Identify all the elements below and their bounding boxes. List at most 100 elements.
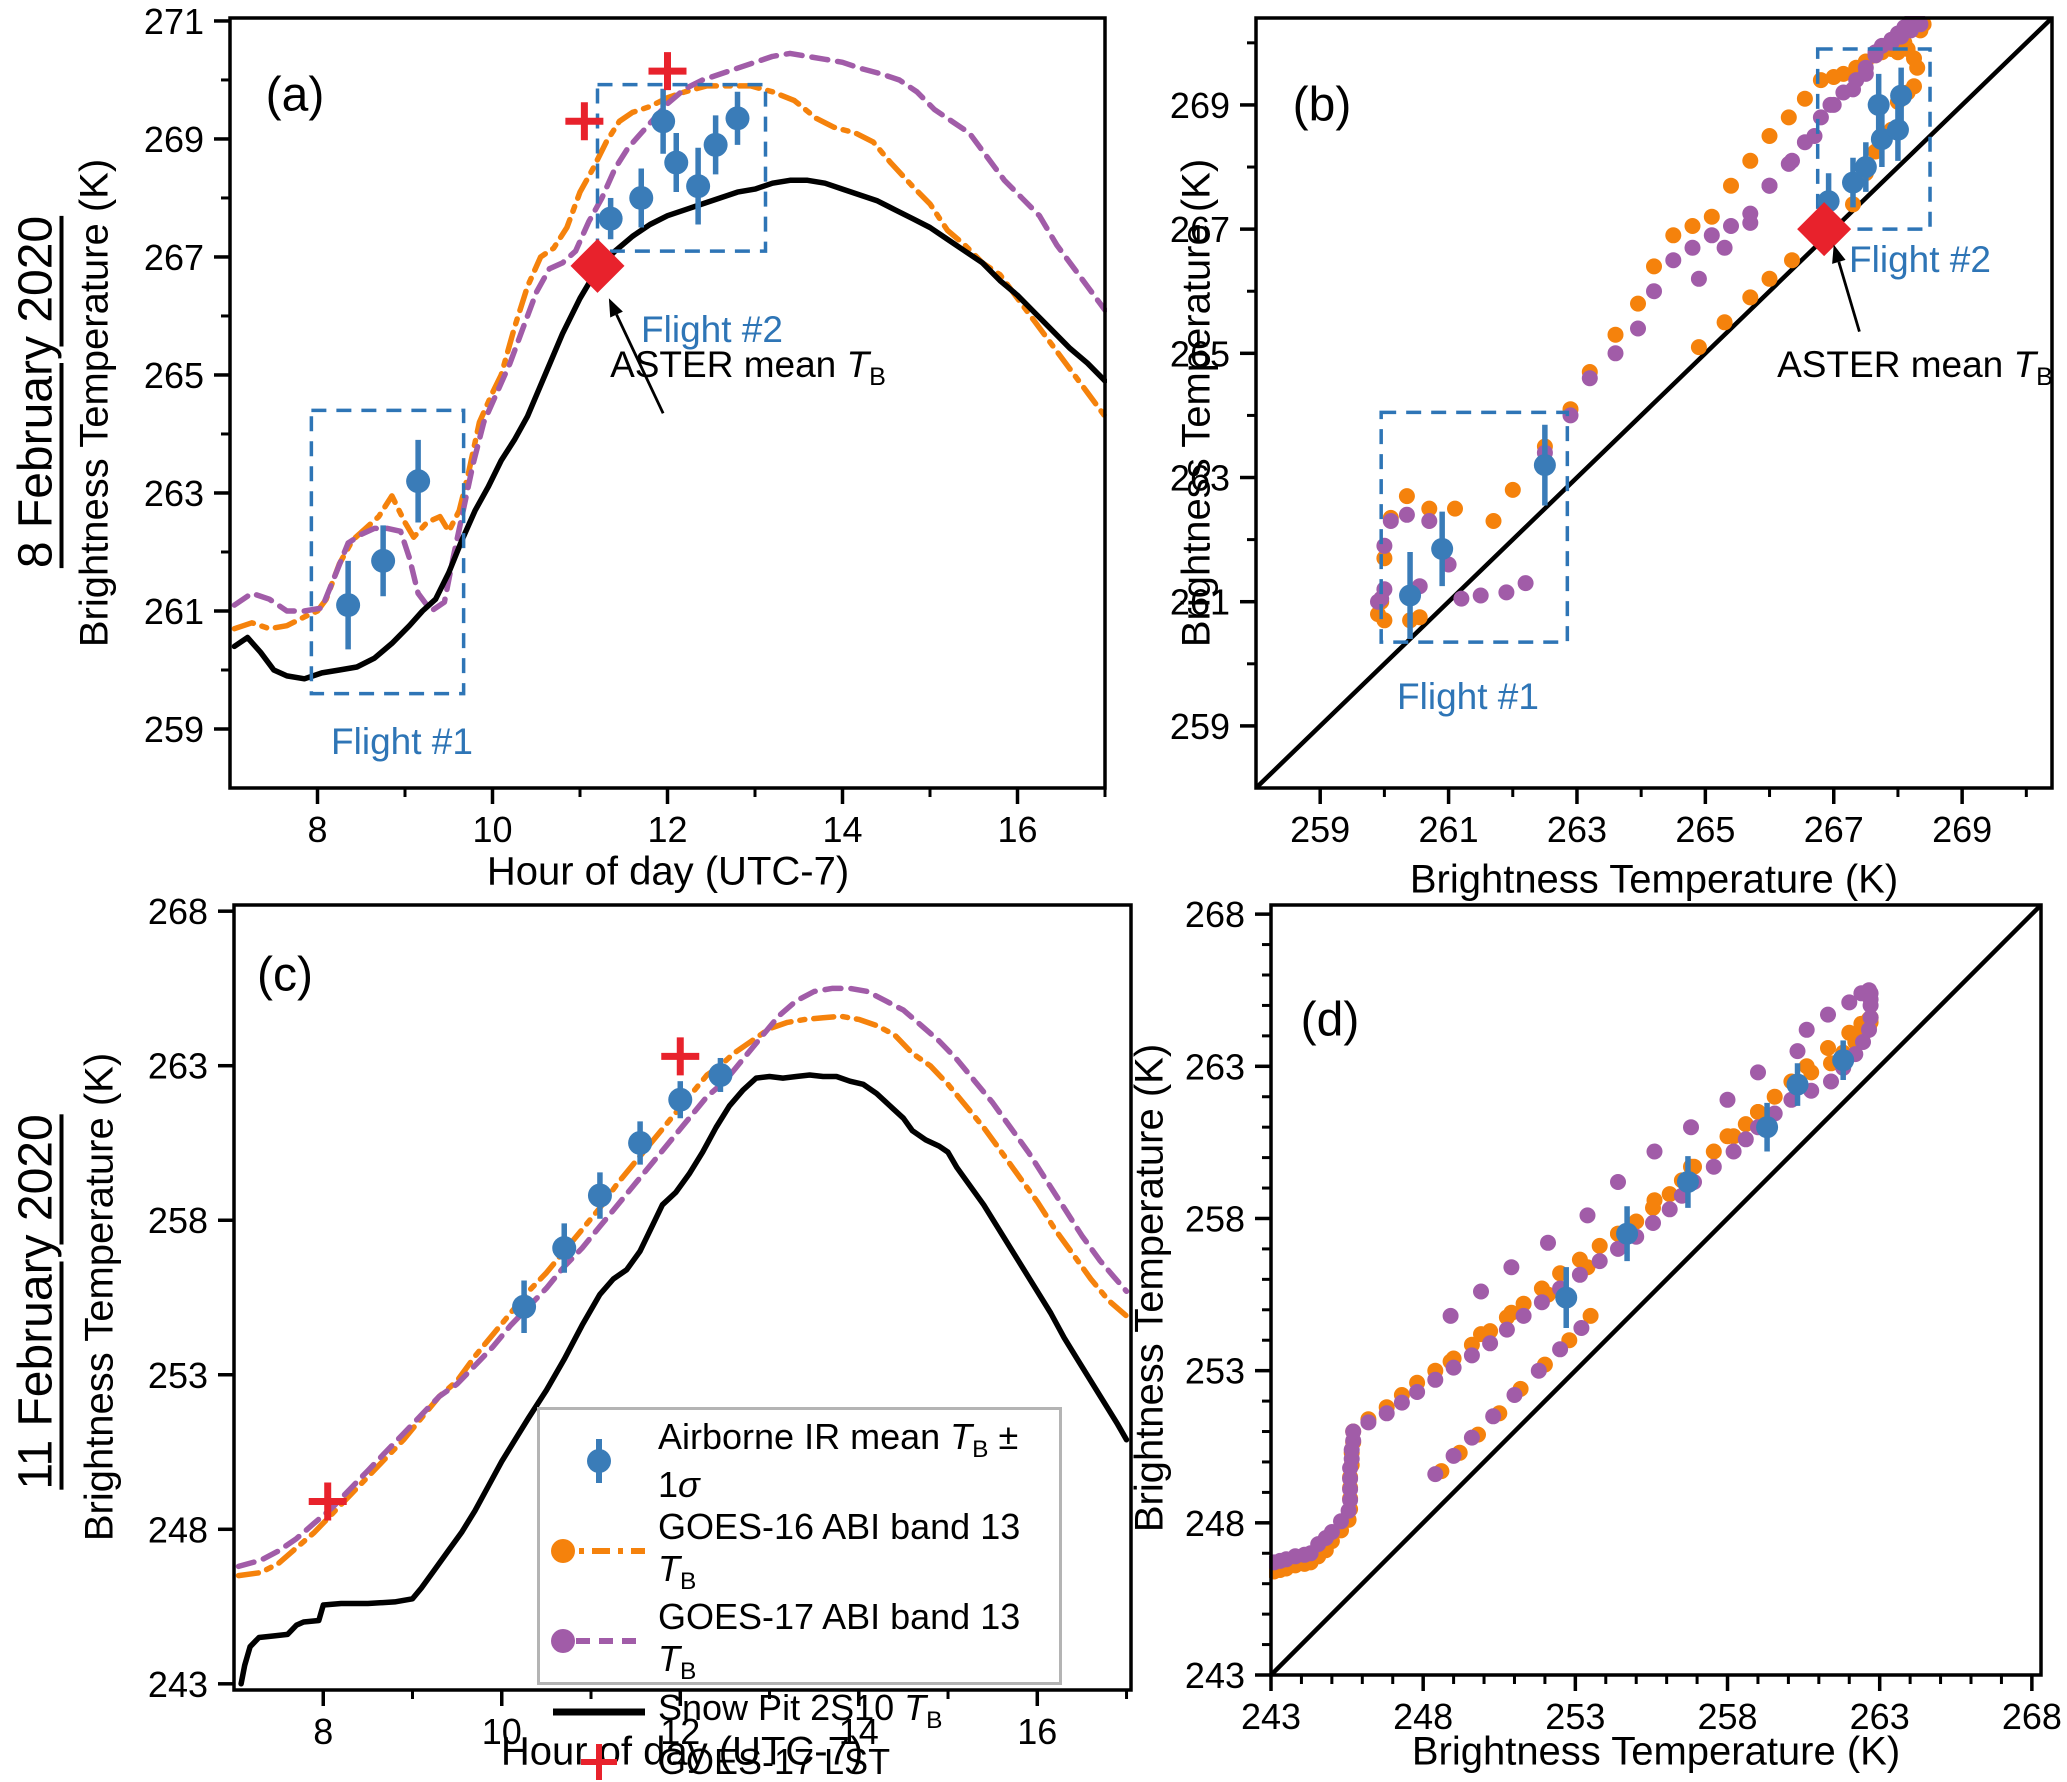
x-tick-label: 269 <box>1932 809 1992 850</box>
y-tick-label: 258 <box>1185 1198 1245 1239</box>
airborne-symbol <box>540 1436 658 1486</box>
legend-item-snowpit: Snow Pit 2S10 TB <box>540 1687 1059 1737</box>
flight-box <box>309 408 466 696</box>
x-tick-label: 12 <box>660 1711 700 1752</box>
panel-letter-d: (d) <box>1300 993 1360 1047</box>
plot-area-b <box>1254 16 2054 790</box>
x-tick-label: 14 <box>839 1711 879 1752</box>
snow-pit-line <box>238 1072 1130 1687</box>
x-tick-label: 14 <box>822 809 862 850</box>
x-tick-label: 10 <box>472 809 512 850</box>
x-tick-label: 261 <box>1419 809 1479 850</box>
x-tick-label: 263 <box>1850 1696 1910 1737</box>
panel-d-plot: 243 248 253 258 263 268 243 248 253 258 263 268 <box>1185 894 2062 1737</box>
y-tick-label: 261 <box>144 591 204 632</box>
aster-annotation-a: ASTER mean TB <box>610 343 886 392</box>
goes16-points <box>1370 16 1932 629</box>
x-axis-label-d: Brightness Temperature (K) <box>1411 1729 1901 1774</box>
row-label-8feb: 8 February 2020 <box>9 215 63 569</box>
x-tick-label: 263 <box>1547 809 1607 850</box>
annotation-arrow <box>615 313 665 414</box>
plot-area-d <box>1269 903 2043 1677</box>
goes17-line <box>231 50 1107 614</box>
legend-label: GOES-16 ABI band 13 TB <box>658 1506 1021 1596</box>
flight1-label-b: Flight #1 <box>1397 676 1539 717</box>
panel-frame <box>232 903 1133 1692</box>
annotation-arrow <box>1837 261 1861 332</box>
y-tick-label: 248 <box>148 1509 208 1550</box>
x-tick-label: 265 <box>1675 809 1735 850</box>
snowpit-symbol <box>540 1687 658 1737</box>
x-tick-label: 16 <box>997 809 1037 850</box>
aster-mean-diamond <box>1797 202 1852 257</box>
flight2-label-b: Flight #2 <box>1849 239 1991 280</box>
x-tick-label: 259 <box>1290 809 1350 850</box>
y-tick-label: 243 <box>1185 1655 1245 1696</box>
legend-item-lst: GOES-17 LST <box>540 1737 1059 1782</box>
axis-ticks: 8 10 12 14 16 243 248 253 258 263 268 <box>148 891 1129 1752</box>
x-tick-label: 258 <box>1697 1696 1757 1737</box>
goes17-points <box>1269 982 1879 1571</box>
y-tick-label: 253 <box>1185 1351 1245 1392</box>
panel-c-plot: 8 10 12 14 16 243 248 253 258 263 268 <box>148 891 1133 1752</box>
snow-pit-line <box>231 177 1107 682</box>
airborne-ir-points <box>512 1057 733 1334</box>
goes17-lst-plus <box>308 1482 347 1521</box>
y-axis-label-c: Brightness Temperature (K) <box>77 1052 122 1542</box>
x-tick-label: 8 <box>313 1711 333 1752</box>
airborne-ir-points <box>1555 1040 1855 1329</box>
y-tick-label: 261 <box>1170 582 1230 623</box>
x-tick-label: 10 <box>482 1711 522 1752</box>
annotation-arrowhead <box>1832 244 1846 264</box>
y-axis-label-d: Brightness Temperature (K) <box>1127 1043 1172 1533</box>
goes16-line <box>231 83 1107 632</box>
y-axis-label-a: Brightness Temperature (K) <box>72 158 117 648</box>
goes17-points <box>1370 16 1929 610</box>
legend-item-goes16: GOES-16 ABI band 13 TB <box>540 1506 1059 1596</box>
axis-ticks: 259 261 263 265 267 269 259 261 263 265 267 269 <box>1170 41 2028 850</box>
y-tick-label: 263 <box>144 473 204 514</box>
goes16-symbol <box>540 1526 658 1576</box>
legend: Airborne IR mean TB ± 1σ GOES-16 ABI ban… <box>537 1407 1062 1782</box>
panel-b-plot: 259 261 263 265 267 269 259 261 263 265 267 269 <box>1170 16 2054 850</box>
goes17-lst-symbol <box>540 1737 658 1782</box>
x-tick-label: 248 <box>1393 1696 1453 1737</box>
plot-area-c <box>235 985 1130 1687</box>
y-tick-label: 267 <box>1170 209 1230 250</box>
legend-label: Airborne IR mean TB ± 1σ <box>658 1416 1019 1506</box>
legend-label: Snow Pit 2S10 TB <box>658 1687 943 1735</box>
one-to-one-line <box>1254 16 2054 790</box>
y-tick-label: 259 <box>144 709 204 750</box>
one-to-one-line <box>1269 903 2043 1677</box>
x-axis-label-a: Hour of day (UTC-7) <box>486 849 850 894</box>
legend-item-airborne: Airborne IR mean TB ± 1σ <box>540 1416 1059 1506</box>
flight1-label-a: Flight #1 <box>331 721 473 762</box>
y-tick-label: 265 <box>144 355 204 396</box>
x-tick-label: 243 <box>1241 1696 1301 1737</box>
axis-ticks: 8 10 12 14 16 259 261 263 265 267 269 271 <box>144 1 1107 850</box>
y-tick-label: 248 <box>1185 1503 1245 1544</box>
y-tick-label: 253 <box>148 1355 208 1396</box>
panel-frame <box>228 16 1107 790</box>
panel-frame <box>1269 903 2043 1677</box>
legend-label: GOES-17 LST <box>658 1740 891 1782</box>
airborne-ir-points <box>1399 67 1913 639</box>
y-tick-label: 268 <box>148 891 208 932</box>
goes17-lst-plus <box>648 52 687 91</box>
x-axis-label-c: Hour of day (UTC-7) <box>500 1729 864 1774</box>
flight2-label-a: Flight #2 <box>641 309 783 350</box>
y-tick-label: 243 <box>148 1664 208 1705</box>
y-tick-label: 268 <box>1185 894 1245 935</box>
flight-box <box>1815 47 1932 231</box>
y-tick-label: 263 <box>148 1046 208 1087</box>
axis-ticks: 243 248 253 258 263 268 243 248 253 258 263 268 <box>1185 894 2062 1737</box>
flight-box <box>595 82 768 253</box>
panel-letter-b: (b) <box>1292 78 1352 132</box>
y-tick-label: 265 <box>1170 333 1230 374</box>
panel-letter-c: (c) <box>257 948 313 1002</box>
x-tick-label: 267 <box>1804 809 1864 850</box>
panel-frame <box>1254 16 2054 790</box>
aster-mean-diamond <box>570 238 625 293</box>
legend-label: GOES-17 ABI band 13 TB <box>658 1596 1021 1686</box>
y-tick-label: 267 <box>144 237 204 278</box>
